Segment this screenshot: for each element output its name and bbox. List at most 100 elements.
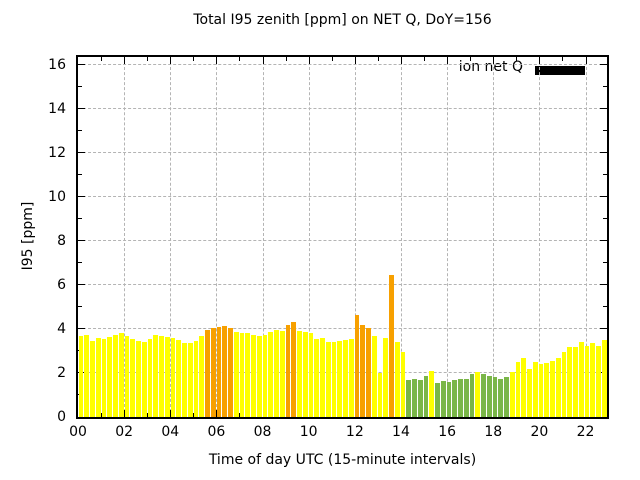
bar-13:45 xyxy=(394,342,400,417)
bar-09:30 xyxy=(297,331,302,417)
bar-07:15 xyxy=(245,333,251,417)
bar-21:00 xyxy=(561,352,567,417)
x-tick-mark xyxy=(285,57,287,61)
bar-11:00 xyxy=(331,342,337,417)
bar-15:45 xyxy=(440,380,446,417)
bar-22:15 xyxy=(590,343,596,417)
bar-20:30 xyxy=(550,360,555,417)
y-tick-mark xyxy=(78,218,82,219)
y-tick-mark xyxy=(78,174,82,175)
bar-17:00 xyxy=(469,374,475,417)
bar-01:15 xyxy=(107,336,113,417)
y-tick-mark xyxy=(78,262,82,263)
y-tick-mark xyxy=(600,284,607,285)
y-tick-mark xyxy=(603,306,607,307)
y-tick-label: 4 xyxy=(57,321,66,337)
bar-09:00 xyxy=(285,324,291,417)
bar-14:45 xyxy=(417,379,423,417)
bar-13:00 xyxy=(377,373,383,417)
y-tick-mark xyxy=(78,86,82,87)
bar-00:00 xyxy=(78,335,84,417)
bar-10:45 xyxy=(325,342,331,417)
bar-06:30 xyxy=(228,327,233,417)
plot-area: ion net Q xyxy=(76,55,609,419)
bar-01:30 xyxy=(113,334,118,417)
bar-02:00 xyxy=(124,335,130,417)
x-tick-mark xyxy=(539,57,541,64)
y-tick-mark xyxy=(78,196,85,197)
bar-11:30 xyxy=(343,340,348,417)
bar-06:45 xyxy=(233,332,239,417)
y-tick-mark xyxy=(78,328,85,329)
bar-20:15 xyxy=(544,363,550,417)
x-tick-mark xyxy=(124,57,126,64)
bar-07:45 xyxy=(256,335,262,417)
x-tick-mark xyxy=(585,57,587,64)
v-gridline xyxy=(216,57,218,417)
y-tick-mark xyxy=(600,64,607,65)
chart-title: Total I95 zenith [ppm] on NET Q, DoY=156 xyxy=(193,12,492,28)
bar-06:15 xyxy=(222,325,228,417)
bar-18:15 xyxy=(498,378,504,417)
bar-19:45 xyxy=(532,362,538,417)
v-gridline xyxy=(308,57,310,417)
bar-22:45 xyxy=(601,340,607,417)
x-tick-label: 02 xyxy=(115,424,134,440)
v-gridline xyxy=(400,57,402,417)
x-tick-label: 04 xyxy=(161,424,180,440)
x-axis-label: Time of day UTC (15-minute intervals) xyxy=(208,452,477,468)
bar-15:15 xyxy=(429,370,435,417)
bar-12:00 xyxy=(354,314,360,417)
legend-entry-label: ion net Q xyxy=(458,59,523,75)
bar-03:00 xyxy=(147,338,153,417)
bar-17:15 xyxy=(475,371,481,417)
bar-07:00 xyxy=(239,333,245,417)
v-gridline xyxy=(539,57,541,417)
bar-00:15 xyxy=(84,334,90,417)
v-gridline xyxy=(262,57,264,417)
x-tick-label: 06 xyxy=(207,424,226,440)
y-tick-label: 8 xyxy=(57,233,66,249)
bar-12:15 xyxy=(360,324,366,417)
x-tick-mark xyxy=(101,57,103,61)
x-tick-mark xyxy=(516,57,518,61)
y-tick-mark xyxy=(600,196,607,197)
bar-19:30 xyxy=(527,368,532,417)
bar-04:30 xyxy=(182,343,187,417)
bar-12:30 xyxy=(366,327,371,417)
h-gridline xyxy=(78,64,607,65)
bar-08:00 xyxy=(262,334,268,417)
legend-swatch xyxy=(535,66,585,75)
y-tick-mark xyxy=(603,174,607,175)
bar-21:15 xyxy=(567,346,573,417)
y-tick-label: 16 xyxy=(48,57,66,73)
bar-19:00 xyxy=(515,362,521,417)
y-tick-mark xyxy=(600,240,607,241)
bar-07:30 xyxy=(251,334,256,417)
bar-10:30 xyxy=(320,337,325,417)
bar-09:15 xyxy=(291,322,297,417)
bar-18:30 xyxy=(504,377,509,417)
y-tick-mark xyxy=(78,152,85,153)
y-tick-label: 10 xyxy=(48,189,66,205)
bar-08:30 xyxy=(274,330,279,417)
bar-02:15 xyxy=(130,338,136,417)
v-gridline xyxy=(447,57,449,417)
y-tick-mark xyxy=(600,328,607,329)
y-tick-mark xyxy=(78,306,82,307)
bar-06:00 xyxy=(216,326,222,417)
y-tick-mark xyxy=(603,130,607,131)
bar-11:45 xyxy=(348,338,354,417)
bar-03:15 xyxy=(153,334,159,417)
y-tick-label: 6 xyxy=(57,277,66,293)
bar-17:30 xyxy=(481,374,486,417)
bar-05:15 xyxy=(199,335,205,417)
y-tick-mark xyxy=(78,240,85,241)
y-tick-label: 12 xyxy=(48,145,66,161)
x-tick-mark xyxy=(400,57,402,64)
bar-16:00 xyxy=(446,381,452,417)
bar-09:45 xyxy=(302,332,308,417)
x-tick-mark xyxy=(447,57,449,64)
bar-22:00 xyxy=(584,345,590,417)
